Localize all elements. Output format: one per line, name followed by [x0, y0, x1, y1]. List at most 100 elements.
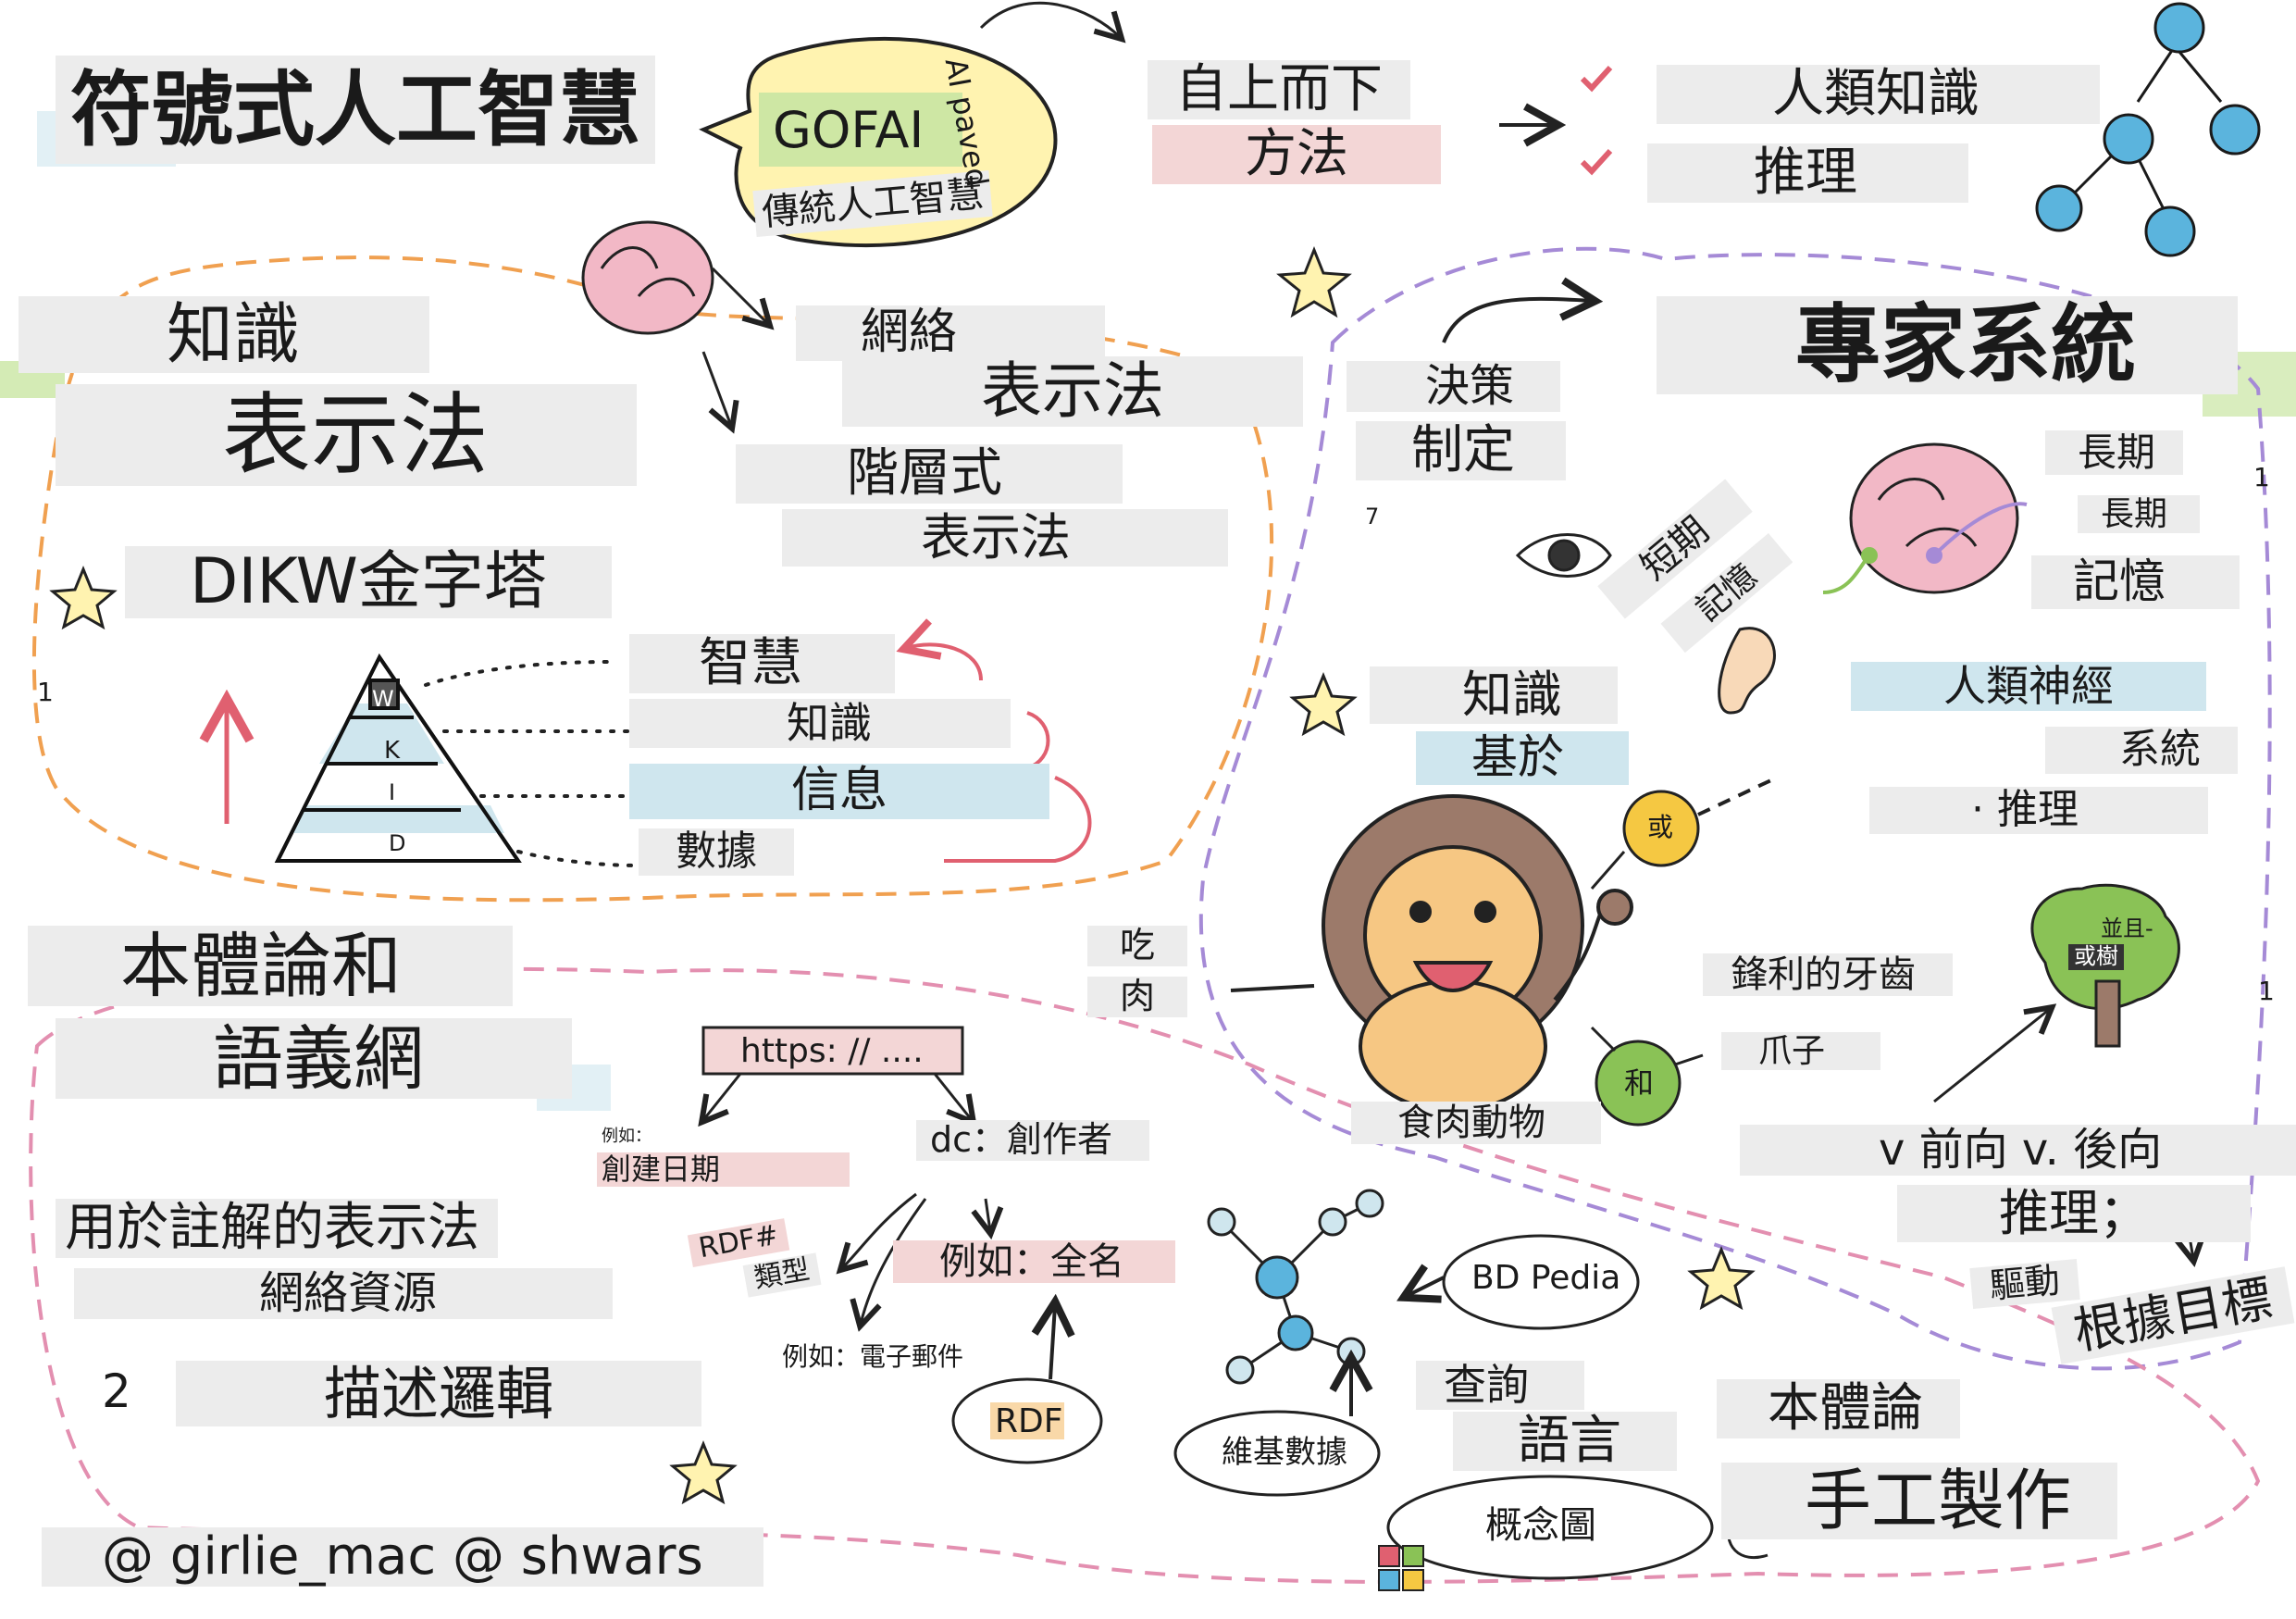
expert-systems-title: 專家系統 — [1657, 296, 2239, 394]
side-number: 1 — [2253, 462, 2270, 492]
long-term-line1: 長期 — [2045, 430, 2184, 476]
neural-line2: 系統 — [2045, 726, 2238, 774]
concept-map-label: 概念圖 — [1485, 1504, 1596, 1547]
long-term-line3: 記憶 — [2031, 554, 2240, 609]
arrow-to-hier — [701, 351, 731, 426]
page-title: 符號式人工智慧 — [56, 56, 656, 165]
network-graph-icon — [2035, 2, 2261, 257]
and-line-2 — [1674, 1053, 1704, 1066]
rdf-up-arrow — [1050, 1305, 1055, 1380]
creator-arrow-2 — [861, 1198, 927, 1324]
curl-arrow-top — [979, 1, 1120, 37]
dbpedia-bubble — [1442, 1234, 1640, 1330]
lion-icon — [1322, 794, 1633, 1113]
or-line — [1590, 851, 1626, 890]
side-number: 7 — [1365, 504, 1380, 529]
hier-rep-line1: 階層式 — [736, 443, 1123, 504]
gofai-green-tape — [759, 93, 962, 167]
annotation-line2: 網絡資源 — [74, 1267, 614, 1320]
rdf-label: RDF — [995, 1402, 1063, 1440]
or-circle — [1622, 790, 1700, 867]
inference-line2: 推理； — [1897, 1184, 2251, 1243]
eat-line2: 肉 — [1087, 976, 1188, 1017]
and-line — [1590, 1026, 1617, 1052]
top-down-item-reasoning: 推理 — [1647, 143, 1968, 204]
pyramid-letter-w: W — [372, 686, 394, 712]
hier-rep-line2: 表示法 — [782, 508, 1228, 567]
knowledge-rep-title-line2: 表示法 — [56, 384, 637, 486]
long-term-dot — [1926, 547, 1942, 564]
pyramid-letter-d: D — [389, 830, 406, 856]
network-rep-line2: 表示法 — [842, 356, 1303, 427]
query-line1: 查詢 — [1416, 1361, 1584, 1410]
network-rep-line1: 網絡 — [796, 305, 1106, 361]
wikidata-label: 維基數據 — [1222, 1434, 1347, 1471]
wikidata-bubble — [1173, 1410, 1381, 1497]
brain-icon — [581, 220, 714, 335]
and-label: 和 — [1624, 1065, 1655, 1101]
long-term-line2: 長期 — [2078, 495, 2201, 534]
and-circle — [1595, 1040, 1682, 1127]
eat-meat-line — [1230, 984, 1315, 992]
side-number: 1 — [2258, 976, 2275, 1006]
tree-label-line1: 並且- — [2101, 915, 2153, 941]
knowledge-based-line1: 知識 — [1370, 666, 1618, 725]
email-label: 例如：電子郵件 — [782, 1341, 964, 1372]
pyramid-letter-i: I — [389, 779, 396, 805]
description-logic: 描述邏輯 — [176, 1361, 702, 1426]
gofai-acronym: GOFAI — [773, 101, 925, 159]
check-reasoning — [1580, 148, 1613, 176]
check-knowledge — [1580, 65, 1613, 93]
long-term-link — [1932, 502, 2028, 557]
dikw-level-knowledge: 知識 — [629, 699, 1011, 748]
or-label: 或 — [1647, 812, 1674, 842]
knowledge-rep-title-line1: 知識 — [19, 296, 430, 373]
pyramid-red-loops — [907, 644, 1092, 863]
concept-map-bubble — [1386, 1475, 1714, 1580]
inference-to-tree-arrow — [1933, 1009, 2050, 1103]
ontology-label: 本體論 — [1717, 1378, 1960, 1439]
decision-arrow — [1442, 299, 1592, 343]
url-left-arrow — [703, 1073, 742, 1120]
windows-logo-icon — [1378, 1545, 1424, 1591]
eye-icon — [1515, 533, 1612, 578]
top-down-line1: 自上而下 — [1148, 59, 1410, 120]
top-down-item-human-knowledge: 人類知識 — [1657, 64, 2100, 125]
query-line2: 語言 — [1453, 1411, 1677, 1472]
dikw-title: DIKW金字塔 — [125, 545, 612, 619]
neural-line1: 人類神經 — [1851, 662, 2206, 711]
decision-line1: 決策 — [1347, 360, 1561, 413]
dikw-level-information: 信息 — [629, 763, 1050, 819]
molecule-graph-icon — [1207, 1189, 1384, 1385]
knowledge-based-line2: 基於 — [1416, 730, 1629, 785]
rdf-tape — [990, 1402, 1064, 1439]
carnivore-label: 食肉動物 — [1351, 1102, 1601, 1144]
ear-icon — [1718, 627, 1776, 715]
arrow-to-network — [711, 267, 768, 324]
dc-creator-label: dc：創作者 — [916, 1119, 1150, 1161]
ontology-title-line2: 語義網 — [56, 1018, 572, 1099]
url-label: https: // .... — [740, 1032, 924, 1070]
fullname-label: 例如：全名 — [893, 1240, 1175, 1283]
creator-arrow-1 — [842, 1192, 917, 1268]
or-dash — [1697, 776, 1778, 816]
ontology-title-line1: 本體論和 — [28, 926, 513, 1006]
brain-icon — [1849, 442, 2019, 594]
decision-line2: 制定 — [1356, 420, 1566, 481]
neural-line3: · 推理 — [1869, 786, 2208, 834]
pyramid-icon — [274, 654, 522, 863]
creator-arrow-3 — [986, 1198, 990, 1231]
url-box — [701, 1026, 964, 1076]
dbpedia-arrow — [1407, 1277, 1445, 1296]
credits: @ girlie_mac @ shwars — [42, 1526, 763, 1588]
pyramid-dotted-lines — [424, 660, 640, 867]
url-right-arrow — [933, 1073, 972, 1120]
eg-small-label: 例如： — [602, 1127, 652, 1146]
dikw-level-data: 數據 — [639, 828, 794, 876]
sharp-teeth-label: 鋒利的牙齒 — [1703, 953, 1953, 996]
top-down-line2: 方法 — [1152, 124, 1441, 185]
short-term-link — [1822, 554, 1871, 594]
claws-label: 爪子 — [1721, 1032, 1881, 1071]
short-term-dot — [1861, 547, 1878, 564]
eat-line1: 吃 — [1087, 925, 1188, 966]
